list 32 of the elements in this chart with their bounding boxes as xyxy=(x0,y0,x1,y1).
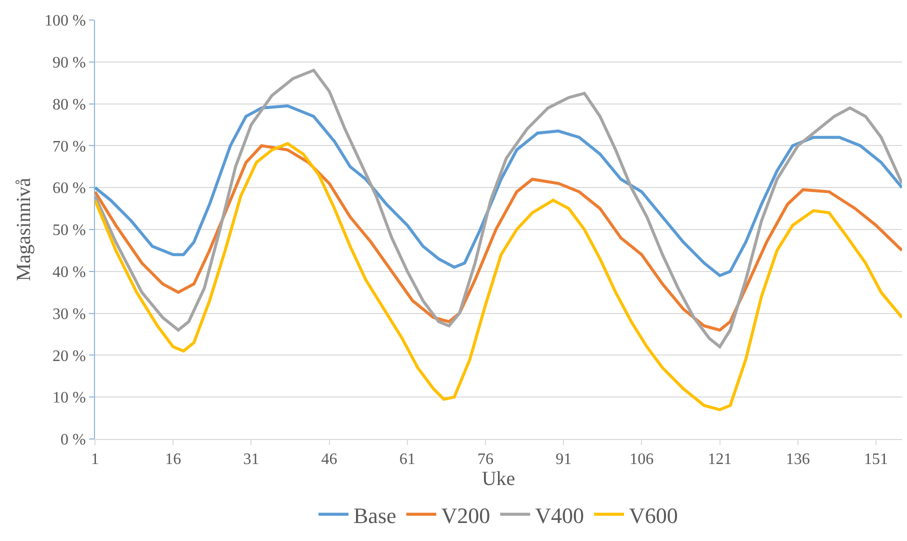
y-tick-label: 80 % xyxy=(52,96,86,114)
x-tick-label: 121 xyxy=(708,451,732,468)
x-tick-label: 31 xyxy=(243,451,260,468)
x-tick-label: 136 xyxy=(786,451,810,468)
y-tick-label: 100 % xyxy=(44,12,86,30)
x-tick-label: 16 xyxy=(165,451,182,468)
y-tick-label: 50 % xyxy=(52,222,86,240)
y-tick-label: 20 % xyxy=(52,348,86,365)
y-tick-label: 40 % xyxy=(52,264,86,281)
legend-label: Base xyxy=(354,502,396,528)
x-tick-label: 1 xyxy=(91,451,99,468)
y-tick-label: 60 % xyxy=(52,180,86,198)
x-tick-label: 46 xyxy=(321,451,338,468)
x-axis-title: Uke xyxy=(482,468,516,490)
line-series xyxy=(95,144,902,332)
legend-label: V200 xyxy=(441,502,490,528)
y-axis-title: Magasinnivå xyxy=(12,178,35,282)
line-series xyxy=(95,142,902,412)
line-series xyxy=(95,104,902,278)
y-tick-label: 0 % xyxy=(60,432,86,449)
x-tick-label: 106 xyxy=(630,451,654,468)
line-series xyxy=(95,68,902,348)
y-tick-label: 30 % xyxy=(52,306,86,323)
legend-label: V400 xyxy=(535,502,584,528)
x-tick-label: 61 xyxy=(399,451,416,468)
y-tick-label: 90 % xyxy=(52,54,86,72)
x-tick-label: 76 xyxy=(477,451,494,468)
y-tick-label: 70 % xyxy=(52,138,86,156)
y-tick-label: 10 % xyxy=(52,390,86,407)
x-tick-label: 151 xyxy=(864,451,888,468)
legend-label: V600 xyxy=(629,502,678,528)
x-tick-label: 91 xyxy=(556,451,572,468)
